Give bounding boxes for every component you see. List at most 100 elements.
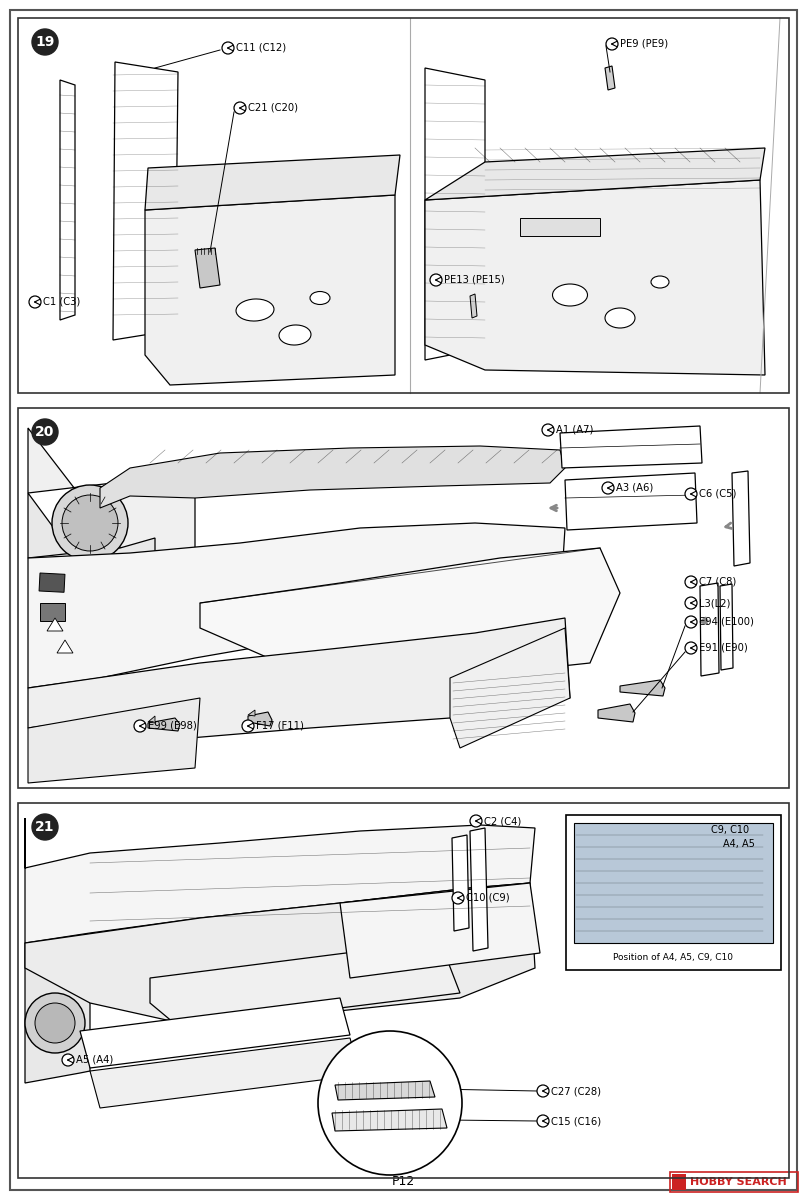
Text: C1 (C3): C1 (C3)	[43, 296, 80, 307]
Ellipse shape	[605, 308, 635, 328]
Ellipse shape	[651, 276, 669, 288]
Circle shape	[62, 494, 118, 551]
Polygon shape	[25, 943, 90, 1082]
Bar	[566, 815, 781, 970]
Circle shape	[32, 29, 58, 55]
Polygon shape	[452, 835, 469, 931]
Text: A5 (A4): A5 (A4)	[76, 1055, 113, 1066]
Text: E91 (E90): E91 (E90)	[699, 643, 748, 653]
Text: C11 (C12): C11 (C12)	[236, 43, 286, 53]
Polygon shape	[28, 523, 565, 688]
Polygon shape	[57, 640, 73, 653]
Circle shape	[222, 42, 234, 54]
Circle shape	[602, 482, 614, 494]
Polygon shape	[470, 294, 477, 318]
Text: PE13 (PE15): PE13 (PE15)	[444, 275, 504, 284]
Polygon shape	[248, 710, 255, 716]
Circle shape	[32, 419, 58, 445]
Text: L3(L2): L3(L2)	[699, 598, 730, 608]
Polygon shape	[425, 68, 485, 360]
Circle shape	[470, 815, 482, 827]
Circle shape	[452, 892, 464, 904]
Polygon shape	[145, 155, 400, 210]
Polygon shape	[700, 583, 719, 676]
Ellipse shape	[279, 325, 311, 346]
Bar	[520, 218, 600, 236]
Polygon shape	[425, 180, 765, 374]
Polygon shape	[60, 80, 75, 320]
Text: HOBBY SEARCH: HOBBY SEARCH	[690, 1177, 787, 1187]
Polygon shape	[148, 716, 155, 722]
Text: C9, C10: C9, C10	[711, 826, 749, 835]
Circle shape	[537, 1085, 549, 1097]
Ellipse shape	[310, 292, 330, 305]
Polygon shape	[90, 1038, 360, 1108]
Polygon shape	[605, 66, 615, 90]
Ellipse shape	[236, 299, 274, 322]
Circle shape	[685, 488, 697, 500]
Circle shape	[685, 642, 697, 654]
Bar	[18, 803, 789, 1178]
Polygon shape	[28, 493, 155, 618]
Polygon shape	[732, 470, 750, 566]
Circle shape	[35, 1003, 75, 1043]
Text: E99 (E98): E99 (E98)	[148, 721, 197, 731]
Polygon shape	[332, 1109, 447, 1130]
Circle shape	[606, 38, 618, 50]
Text: C2 (C4): C2 (C4)	[484, 816, 521, 826]
Polygon shape	[560, 426, 702, 468]
Text: A4, A5: A4, A5	[723, 839, 755, 850]
Text: F17 (F11): F17 (F11)	[256, 721, 304, 731]
Text: C27 (C28): C27 (C28)	[551, 1086, 601, 1096]
Polygon shape	[470, 828, 488, 950]
Polygon shape	[598, 704, 635, 722]
Bar	[670, 1172, 798, 1192]
Bar	[40, 602, 65, 622]
Polygon shape	[25, 883, 535, 1022]
Circle shape	[537, 1115, 549, 1127]
Circle shape	[52, 485, 128, 560]
Polygon shape	[150, 941, 460, 1028]
Polygon shape	[450, 628, 570, 748]
Polygon shape	[195, 248, 220, 288]
Text: C10 (C9): C10 (C9)	[466, 893, 510, 902]
Text: C15 (C16): C15 (C16)	[551, 1116, 601, 1126]
Polygon shape	[148, 718, 180, 731]
Polygon shape	[340, 883, 540, 978]
Circle shape	[685, 576, 697, 588]
Circle shape	[318, 1031, 462, 1175]
Ellipse shape	[553, 284, 587, 306]
Text: Position of A4, A5, C9, C10: Position of A4, A5, C9, C10	[613, 953, 733, 962]
Polygon shape	[620, 680, 665, 696]
Circle shape	[62, 1054, 74, 1066]
Circle shape	[134, 720, 146, 732]
Polygon shape	[47, 618, 63, 631]
Bar	[18, 408, 789, 788]
Polygon shape	[145, 194, 395, 385]
Text: C21 (C20): C21 (C20)	[248, 103, 298, 113]
Text: C6 (C5): C6 (C5)	[699, 490, 736, 499]
Circle shape	[29, 296, 41, 308]
Polygon shape	[248, 712, 272, 726]
Polygon shape	[25, 818, 535, 943]
Polygon shape	[100, 446, 565, 508]
Text: 19: 19	[36, 35, 55, 49]
Bar	[574, 823, 773, 943]
Polygon shape	[80, 998, 350, 1068]
Text: P12: P12	[391, 1175, 415, 1188]
Text: PE9 (PE9): PE9 (PE9)	[620, 38, 668, 49]
Circle shape	[242, 720, 254, 732]
Circle shape	[685, 616, 697, 628]
Circle shape	[542, 424, 554, 436]
Bar	[39, 572, 65, 593]
Text: 21: 21	[36, 820, 55, 834]
Text: E94 (E100): E94 (E100)	[699, 617, 754, 626]
Bar	[672, 1174, 686, 1190]
Polygon shape	[335, 1081, 435, 1100]
Circle shape	[234, 102, 246, 114]
Text: 20: 20	[36, 425, 55, 439]
Polygon shape	[425, 148, 765, 200]
Text: C7 (C8): C7 (C8)	[699, 577, 736, 587]
Polygon shape	[720, 584, 733, 670]
Circle shape	[32, 814, 58, 840]
